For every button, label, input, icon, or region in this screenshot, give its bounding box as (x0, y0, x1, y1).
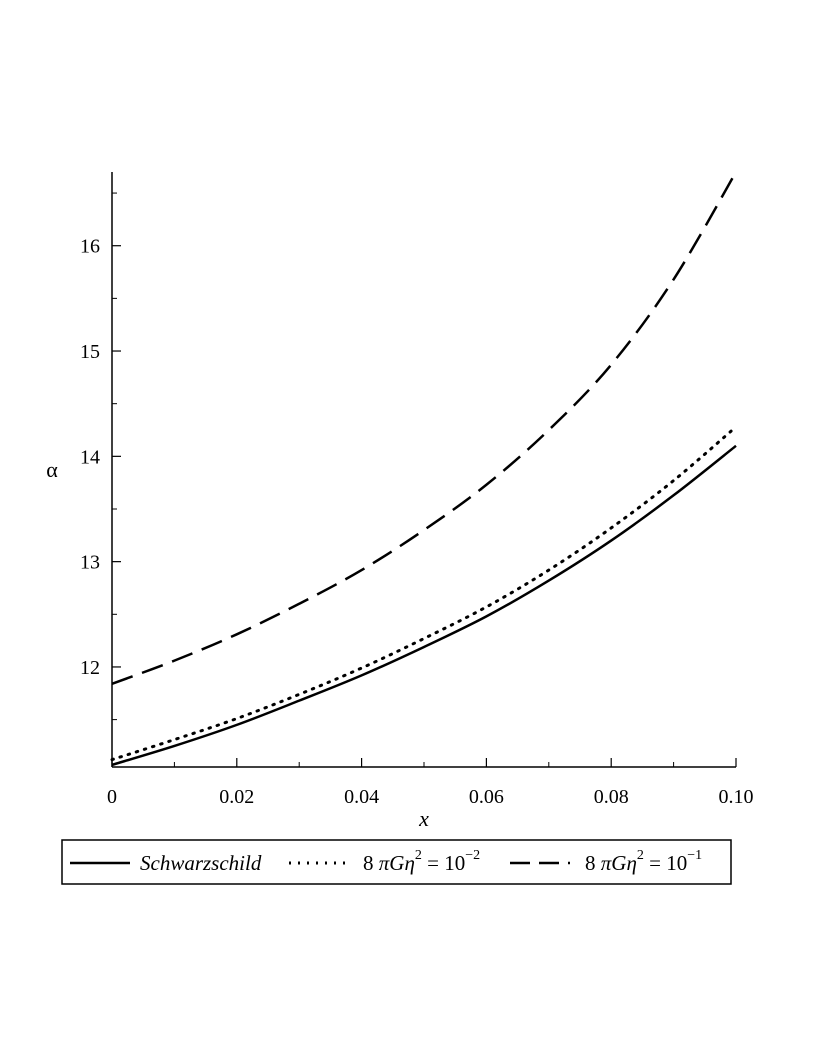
y-tick-label: 13 (80, 552, 100, 574)
y-ticks: 12 13 14 15 16 (80, 192, 121, 721)
x-tick-label: 0.04 (344, 786, 379, 808)
x-tick-label: 0 (107, 786, 117, 808)
y-tick-label: 15 (80, 341, 100, 363)
series-line-dashed (111, 171, 738, 685)
legend: Schwarzschild 8 πGη2 = 10−2 8 πGη2 = 10−… (61, 839, 732, 885)
x-ticks: 0 0.02 0.04 0.06 0.08 0.10 (107, 758, 754, 808)
legend-label-schwarzschild: Schwarzschild (140, 851, 262, 875)
legend-label-dashed: 8 πGη2 = 10−1 (585, 848, 702, 875)
series-group (110, 171, 738, 767)
legend-box (61, 839, 732, 885)
x-tick-label: 0.08 (594, 786, 629, 808)
y-tick-label: 14 (80, 446, 100, 468)
x-tick-label: 0.06 (469, 786, 504, 808)
legend-label-dotted: 8 πGη2 = 10−2 (363, 848, 480, 875)
axes: 0 0.02 0.04 0.06 0.08 0.10 12 13 14 15 16 (80, 172, 754, 808)
series-line-solid (111, 444, 737, 767)
y-tick-label: 12 (80, 657, 100, 679)
x-tick-label: 0.02 (219, 786, 254, 808)
y-tick-label: 16 (80, 236, 100, 258)
x-tick-label: 0.10 (719, 786, 754, 808)
series-line-dotted (110, 425, 738, 762)
y-axis-label: α (46, 457, 58, 482)
x-axis-label: x (418, 806, 429, 831)
